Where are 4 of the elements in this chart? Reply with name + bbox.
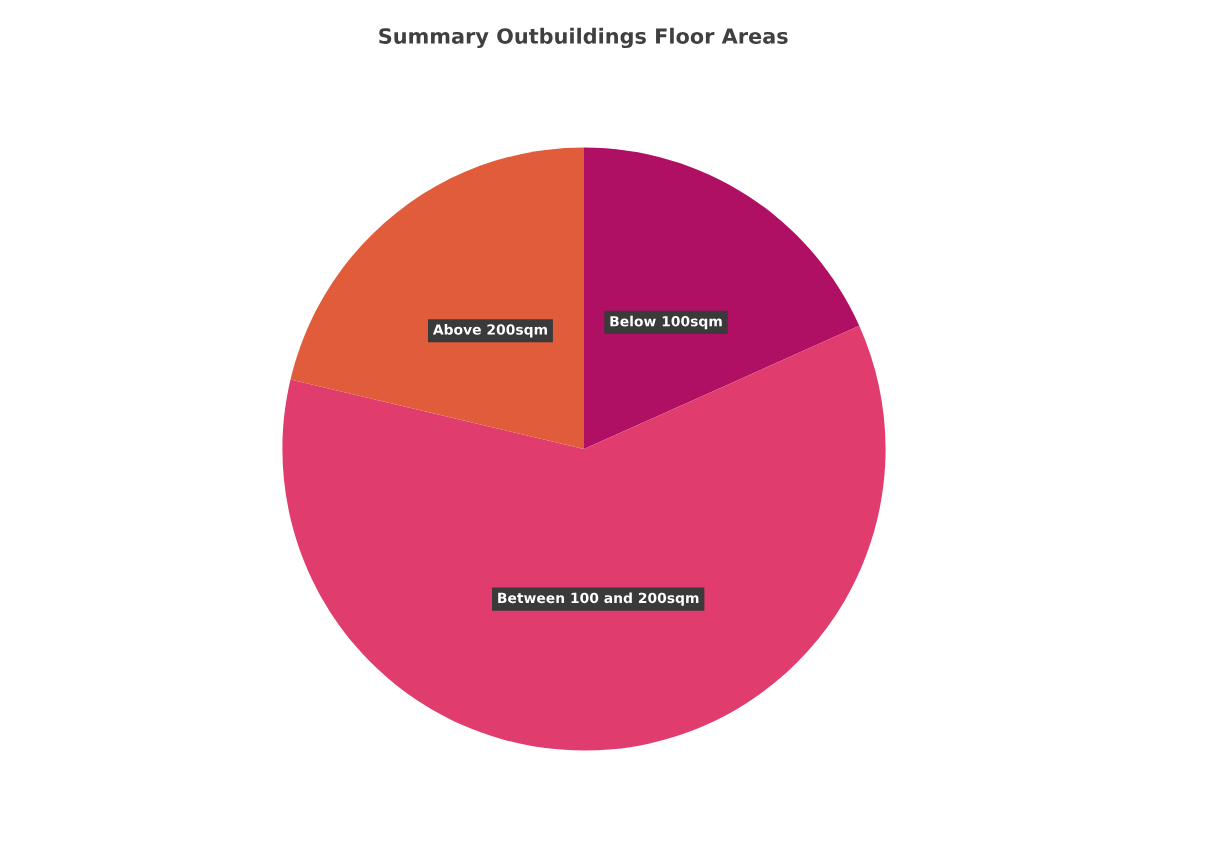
slice-label: Below 100sqm — [610, 315, 722, 330]
slice-label: Above 200sqm — [432, 324, 547, 338]
chart-title: Summary Outbuildings Floor Areas — [379, 27, 788, 49]
slice-label: Between 100 and 200sqm — [498, 592, 699, 606]
